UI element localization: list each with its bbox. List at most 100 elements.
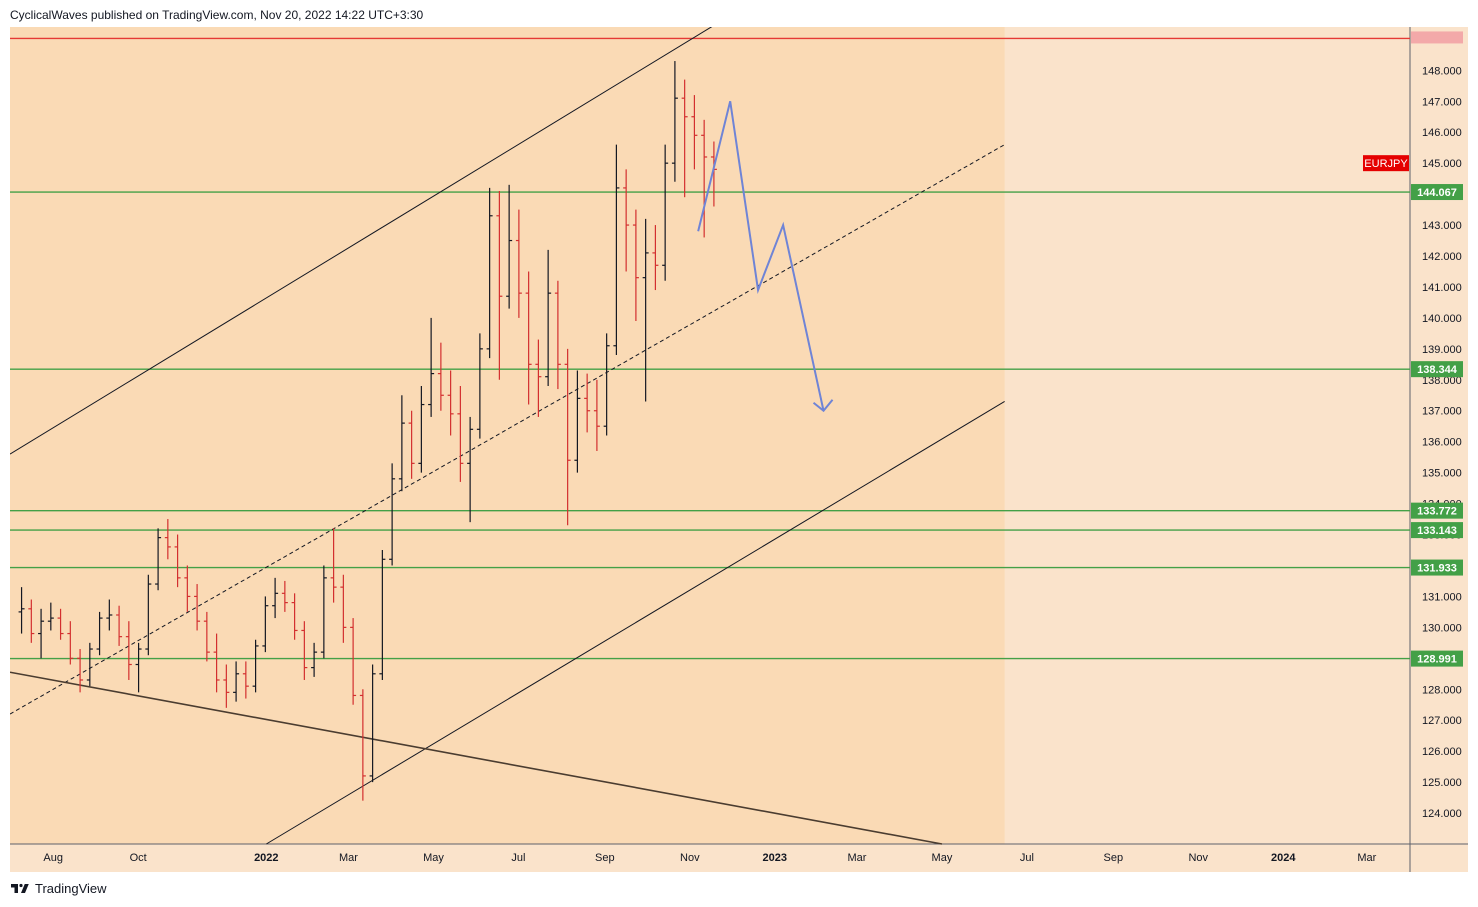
projection-area [10, 27, 1005, 844]
ohlc-bar [67, 621, 74, 665]
ohlc-bar [457, 385, 464, 482]
projection-line [697, 101, 825, 411]
chart-container[interactable]: JPY124.000125.000126.000127.000128.00012… [9, 14, 1468, 872]
time-tick-label: Nov [1188, 852, 1208, 864]
time-axis: Aug Oct 2022 Mar May Jul Sep Nov 2023 Mar May Jul Se… [43, 852, 1376, 864]
price-tick-label: 130.000 [1422, 622, 1462, 634]
ohlc-bar [340, 574, 347, 643]
time-tick-label: Sep [595, 852, 615, 864]
ohlc-bar [203, 611, 210, 662]
ohlc-bar [242, 661, 249, 699]
ohlc-bar [496, 191, 503, 380]
level-price-badge [1411, 184, 1463, 201]
tradingview-logo-icon [11, 883, 29, 893]
time-tick-label: Jul [511, 852, 525, 864]
ohlc-bar [272, 577, 279, 619]
horizontal-levels [10, 37, 1410, 660]
ohlc-bar [281, 580, 288, 612]
ohlc-bar [701, 119, 708, 238]
symbol-badge [1363, 155, 1409, 172]
level-price-label: 138.344 [1417, 364, 1458, 376]
ohlc-bar [652, 225, 659, 291]
ohlc-bar [125, 621, 132, 680]
price-tick-label: 137.000 [1422, 406, 1462, 418]
price-tick-label: 136.000 [1422, 437, 1462, 449]
descending-trendline [9, 671, 943, 845]
price-bars [18, 61, 717, 801]
ohlc-bar [476, 333, 483, 439]
tradingview-brand: TradingView [35, 881, 107, 896]
ohlc-bar [38, 608, 45, 659]
ohlc-bar [252, 639, 259, 693]
ohlc-bar [233, 661, 240, 702]
time-tick-label: Mar [1357, 852, 1376, 864]
ohlc-bar [291, 593, 298, 640]
time-scale-background [10, 844, 1410, 872]
price-tick-label: 127.000 [1422, 715, 1462, 727]
ohlc-bar [506, 184, 513, 309]
ohlc-bar [613, 144, 620, 356]
ohlc-bar [408, 410, 415, 479]
price-tick-label: 140.000 [1422, 313, 1462, 325]
ohlc-bar [428, 317, 435, 417]
ohlc-bar [155, 528, 162, 591]
ohlc-bar [18, 587, 25, 634]
ohlc-bar [437, 342, 444, 411]
ohlc-bar [564, 348, 571, 526]
ohlc-bar [467, 416, 474, 523]
tradingview-footer: TradingView [10, 881, 107, 896]
ohlc-bar [28, 599, 35, 643]
ohlc-bar [350, 618, 357, 705]
price-tick-label: 135.000 [1422, 468, 1462, 480]
ohlc-bar [525, 271, 532, 405]
price-chart[interactable]: JPY124.000125.000126.000127.000128.00012… [9, 14, 1468, 872]
ohlc-bar [447, 370, 454, 436]
time-tick-label: Oct [130, 852, 147, 864]
ohlc-bar [77, 649, 84, 693]
projection-arrowhead [812, 399, 834, 413]
projection-path [697, 101, 834, 413]
time-tick-label: Mar [339, 852, 358, 864]
ohlc-bar [174, 534, 181, 588]
ohlc-bar [691, 95, 698, 170]
time-tick-label: Jul [1020, 852, 1034, 864]
level-price-badge [1411, 522, 1463, 539]
ohlc-bar [194, 584, 201, 631]
level-price-label: 131.933 [1417, 563, 1457, 575]
ohlc-bar [623, 169, 630, 272]
price-scale-background [1410, 27, 1468, 872]
current-high-badge [1411, 31, 1463, 44]
ohlc-bar [632, 209, 639, 321]
ohlc-bar [398, 395, 405, 492]
ohlc-bar [262, 596, 269, 653]
price-tick-label: 131.000 [1422, 591, 1462, 603]
ohlc-bar [584, 373, 591, 433]
time-tick-label: Sep [1103, 852, 1123, 864]
price-tick-label: 138.000 [1422, 375, 1462, 387]
ohlc-bar [554, 280, 561, 390]
ohlc-bar [213, 633, 220, 693]
time-tick-label: 2024 [1271, 852, 1296, 864]
channel-middle-line [9, 144, 1005, 715]
ohlc-bar [671, 61, 678, 182]
publish-attribution: CyclicalWaves published on TradingView.c… [10, 8, 424, 22]
price-tick-label: 126.000 [1422, 746, 1462, 758]
price-tick-label: 146.000 [1422, 127, 1462, 139]
ohlc-bar [320, 565, 327, 659]
price-tick-label: 145.000 [1422, 158, 1462, 170]
ohlc-bar [603, 333, 610, 436]
ohlc-bar [116, 605, 123, 646]
price-tick-label: 128.000 [1422, 684, 1462, 696]
time-tick-label: Aug [43, 852, 63, 864]
ohlc-bar [369, 664, 376, 783]
ohlc-bar [47, 602, 54, 631]
time-tick-label: May [932, 852, 953, 864]
level-price-label: 144.067 [1417, 187, 1457, 199]
ohlc-bar [164, 519, 171, 560]
price-tick-label: 139.000 [1422, 344, 1462, 356]
level-price-label: 128.991 [1417, 654, 1457, 666]
price-tick-label: 147.000 [1422, 96, 1462, 108]
ohlc-bar [106, 599, 113, 631]
level-price-badge [1411, 650, 1463, 667]
price-channel [9, 14, 1005, 845]
